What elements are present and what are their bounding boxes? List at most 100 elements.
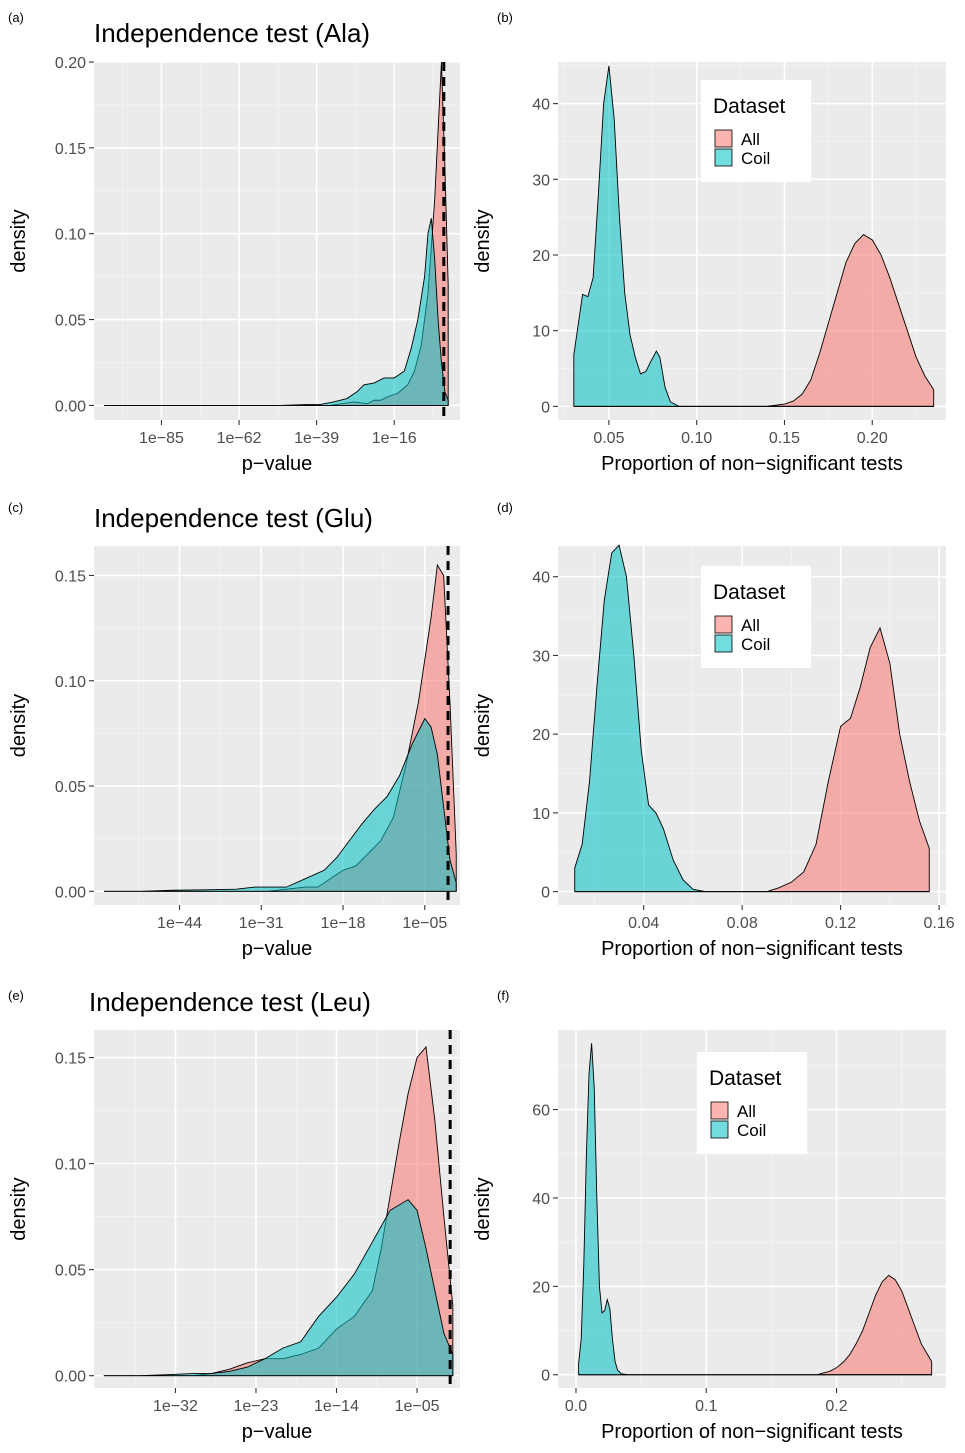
major-grid: [94, 546, 460, 905]
x-tick-label: 1e−23: [234, 1398, 279, 1415]
legend-title: Dataset: [713, 581, 786, 604]
panel-f: (f) 0.0 0.1 0.2 0 20 40 60 Proportion of non−sig…: [472, 988, 946, 1443]
legend-key-coil: [714, 148, 733, 167]
density-area-coil: [578, 1043, 932, 1376]
y-tick-label: 0.05: [55, 1263, 86, 1280]
x-tick-label: 0.04: [628, 915, 659, 932]
x-axis-title: Proportion of non−significant tests: [601, 453, 903, 475]
y-tick-label: 0.10: [55, 227, 86, 244]
panel-tag: (b): [497, 10, 513, 25]
y-tick-label: 10: [532, 806, 550, 823]
x-axis-title: p−value: [242, 1421, 313, 1443]
density-area-coil: [104, 218, 449, 406]
legend-label-all: All: [741, 130, 760, 149]
x-tick-label: 0.1: [695, 1398, 717, 1415]
y-axis-title: density: [472, 1177, 494, 1240]
panel-b: (b) 0.05 0.10 0.15 0.20 0 10 20 30 40 Proportion o…: [472, 10, 946, 475]
density-area-coil: [574, 544, 930, 893]
density-area-all: [573, 233, 935, 407]
x-tick-label: 1e−85: [139, 430, 184, 447]
plot-title: Independence test (Ala): [94, 18, 370, 48]
x-tick-label: 0.16: [924, 915, 955, 932]
legend-label-coil: Coil: [741, 149, 770, 168]
x-axis-title: Proportion of non−significant tests: [601, 938, 903, 960]
y-tick-label: 0: [541, 1368, 550, 1385]
x-tick-label: 1e−05: [402, 915, 447, 932]
x-tick-label: 0.08: [727, 915, 758, 932]
legend-label-coil: Coil: [741, 635, 770, 654]
y-tick-label: 30: [532, 648, 550, 665]
legend-key-coil: [714, 634, 733, 653]
panel-c: (c) Independence test (Glu) 1e−44 1e−31 1e−1…: [8, 500, 460, 960]
y-tick-label: 0.00: [55, 884, 86, 901]
y-tick-label: 40: [532, 1191, 550, 1208]
density-area-all: [574, 626, 930, 893]
panel-tag: (e): [8, 988, 24, 1003]
panel-tag: (f): [497, 988, 509, 1003]
y-tick-label: 20: [532, 248, 550, 265]
density-area-coil: [104, 717, 457, 892]
y-tick-label: 0.15: [55, 141, 86, 158]
legend-title: Dataset: [713, 95, 786, 118]
x-axis-title: p−value: [242, 938, 313, 960]
y-axis-title: density: [8, 1177, 30, 1240]
y-tick-label: 0.15: [55, 568, 86, 585]
x-tick-label: 0.05: [593, 430, 624, 447]
y-tick-label: 60: [532, 1103, 550, 1120]
y-tick-label: 0: [541, 885, 550, 902]
panel-tag: (a): [8, 10, 24, 25]
y-tick-label: 10: [532, 324, 550, 341]
x-tick-label: 0.12: [825, 915, 856, 932]
y-tick-label: 0.05: [55, 779, 86, 796]
panel-a: (a) Independence test (Ala) 1e−85 1e−62 1e−3…: [8, 10, 460, 475]
y-tick-label: 20: [532, 1279, 550, 1296]
x-tick-label: 1e−18: [321, 915, 366, 932]
x-tick-label: 0.0: [565, 1398, 587, 1415]
y-axis-title: density: [472, 209, 494, 272]
legend-key-coil: [710, 1120, 729, 1139]
minor-grid: [94, 1030, 460, 1388]
y-axis-title: density: [8, 694, 30, 757]
x-tick-label: 0.2: [825, 1398, 847, 1415]
y-axis-title: density: [8, 209, 30, 272]
density-area-coil: [103, 1199, 454, 1377]
y-tick-label: 0.05: [55, 313, 86, 330]
y-tick-label: 0.10: [55, 1157, 86, 1174]
x-tick-label: 0.15: [769, 430, 800, 447]
panel-e: (e) Independence test (Leu) 1e−32 1e−23 1e−1…: [8, 987, 460, 1443]
x-tick-label: 1e−62: [217, 430, 262, 447]
x-tick-label: 1e−14: [314, 1398, 359, 1415]
legend-label-all: All: [737, 1102, 756, 1121]
x-tick-label: 1e−32: [153, 1398, 198, 1415]
y-tick-label: 20: [532, 727, 550, 744]
legend-key-all: [714, 615, 733, 634]
legend-title: Dataset: [709, 1067, 782, 1090]
x-tick-label: 1e−39: [294, 430, 339, 447]
y-tick-label: 0: [541, 399, 550, 416]
y-tick-label: 0.10: [55, 674, 86, 691]
y-tick-label: 0.00: [55, 398, 86, 415]
panel-tag: (d): [497, 500, 513, 515]
density-area-coil: [573, 65, 934, 407]
y-tick-label: 40: [532, 570, 550, 587]
plot-background: [94, 62, 460, 420]
plot-title: Independence test (Glu): [94, 503, 373, 533]
legend-key-all: [710, 1101, 729, 1120]
y-tick-label: 30: [532, 172, 550, 189]
y-axis-title: density: [472, 694, 494, 757]
y-tick-label: 0.15: [55, 1051, 86, 1068]
legend-key-all: [714, 129, 733, 148]
panel-tag: (c): [8, 500, 23, 515]
y-tick-label: 40: [532, 97, 550, 114]
y-tick-label: 0.20: [55, 55, 86, 72]
plot-title: Independence test (Leu): [89, 987, 371, 1017]
legend-label-all: All: [741, 616, 760, 635]
x-tick-label: 0.20: [857, 430, 888, 447]
x-tick-label: 1e−44: [157, 915, 202, 932]
density-area-all: [578, 1274, 933, 1376]
x-tick-label: 1e−16: [372, 430, 417, 447]
